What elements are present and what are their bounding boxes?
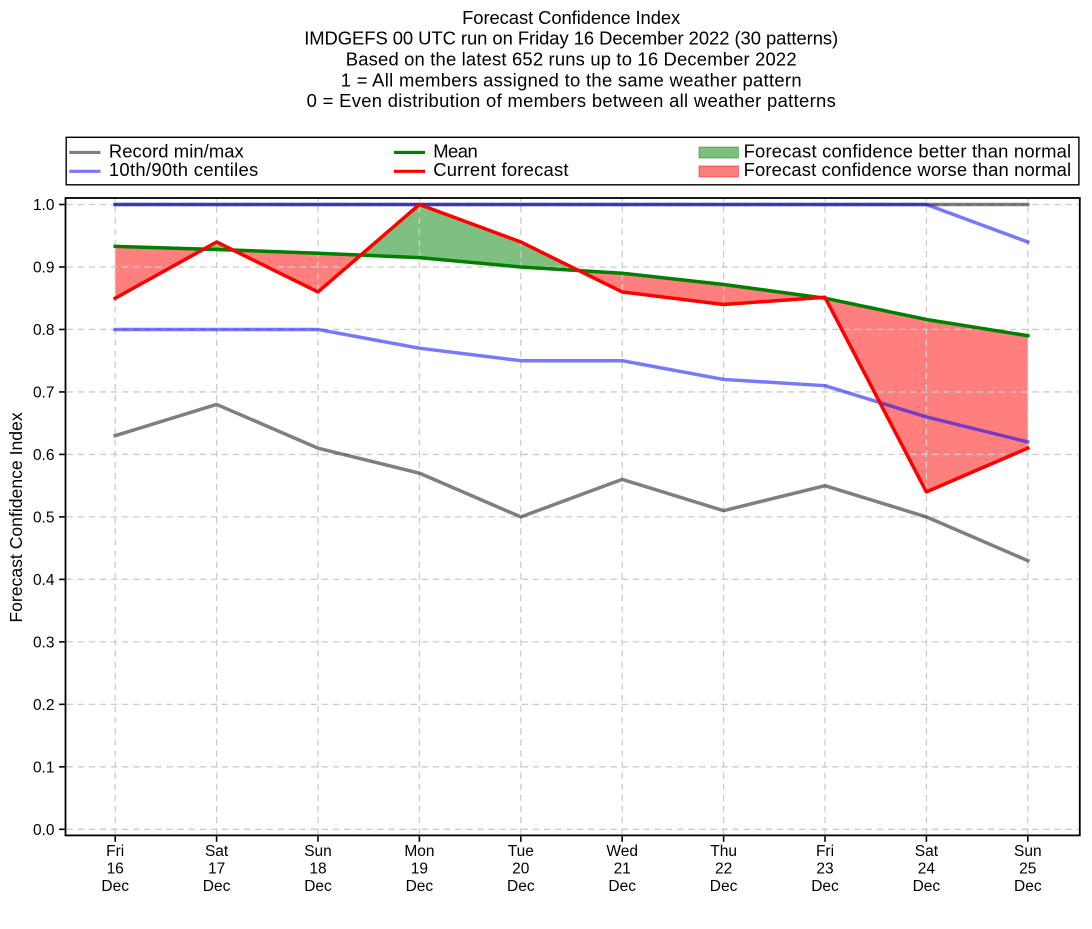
svg-text:16: 16 [107, 860, 124, 877]
svg-text:Mean: Mean [433, 140, 477, 161]
svg-text:24: 24 [918, 860, 936, 877]
svg-text:Current forecast: Current forecast [433, 159, 569, 180]
svg-text:Sun: Sun [1014, 843, 1042, 860]
svg-text:0.6: 0.6 [33, 447, 55, 464]
svg-text:Dec: Dec [406, 878, 434, 895]
svg-text:Dec: Dec [304, 878, 332, 895]
svg-text:0.9: 0.9 [33, 260, 55, 277]
svg-text:Mon: Mon [404, 843, 434, 860]
svg-text:17: 17 [208, 860, 225, 877]
svg-text:19: 19 [411, 860, 428, 877]
svg-text:18: 18 [309, 860, 326, 877]
svg-text:0.1: 0.1 [33, 759, 55, 776]
svg-text:Dec: Dec [101, 878, 129, 895]
svg-text:Dec: Dec [913, 878, 941, 895]
svg-text:Dec: Dec [203, 878, 231, 895]
svg-text:25: 25 [1019, 860, 1036, 877]
svg-text:21: 21 [614, 860, 631, 877]
svg-text:0.3: 0.3 [33, 634, 55, 651]
svg-text:Sat: Sat [205, 843, 229, 860]
svg-text:20: 20 [512, 860, 530, 877]
svg-text:Based on the latest 652 runs u: Based on the latest 652 runs up to 16 De… [346, 49, 797, 70]
svg-text:Dec: Dec [608, 878, 636, 895]
svg-text:1.0: 1.0 [33, 197, 55, 214]
svg-text:10th/90th centiles: 10th/90th centiles [109, 159, 259, 180]
svg-text:0.5: 0.5 [33, 510, 55, 527]
svg-text:Dec: Dec [1014, 878, 1042, 895]
svg-text:Forecast Confidence Index: Forecast Confidence Index [462, 7, 680, 28]
svg-text:Dec: Dec [710, 878, 738, 895]
svg-text:23: 23 [816, 860, 833, 877]
svg-text:Thu: Thu [710, 843, 737, 860]
svg-text:Forecast Confidence Index: Forecast Confidence Index [6, 412, 26, 622]
svg-text:Sat: Sat [915, 843, 939, 860]
svg-text:IMDGEFS 00 UTC run on Friday 1: IMDGEFS 00 UTC run on Friday 16 December… [304, 28, 838, 49]
svg-text:Fri: Fri [816, 843, 834, 860]
svg-text:Record min/max: Record min/max [109, 140, 244, 161]
svg-text:Forecast confidence worse than: Forecast confidence worse than normal [744, 159, 1072, 180]
svg-text:0 = Even distribution of membe: 0 = Even distribution of members between… [307, 90, 836, 111]
svg-text:1 = All members assigned to th: 1 = All members assigned to the same wea… [341, 69, 802, 90]
svg-text:0.7: 0.7 [33, 385, 55, 402]
svg-text:Fri: Fri [106, 843, 124, 860]
svg-text:0.8: 0.8 [33, 322, 55, 339]
svg-text:0.2: 0.2 [33, 697, 55, 714]
svg-text:Tue: Tue [508, 843, 534, 860]
svg-text:Dec: Dec [507, 878, 535, 895]
svg-text:Forecast confidence better tha: Forecast confidence better than normal [744, 140, 1072, 161]
svg-text:22: 22 [715, 860, 732, 877]
svg-text:Dec: Dec [811, 878, 839, 895]
svg-text:0.0: 0.0 [33, 822, 55, 839]
svg-text:Sun: Sun [304, 843, 332, 860]
svg-text:0.4: 0.4 [33, 572, 55, 589]
svg-text:Wed: Wed [606, 843, 638, 860]
